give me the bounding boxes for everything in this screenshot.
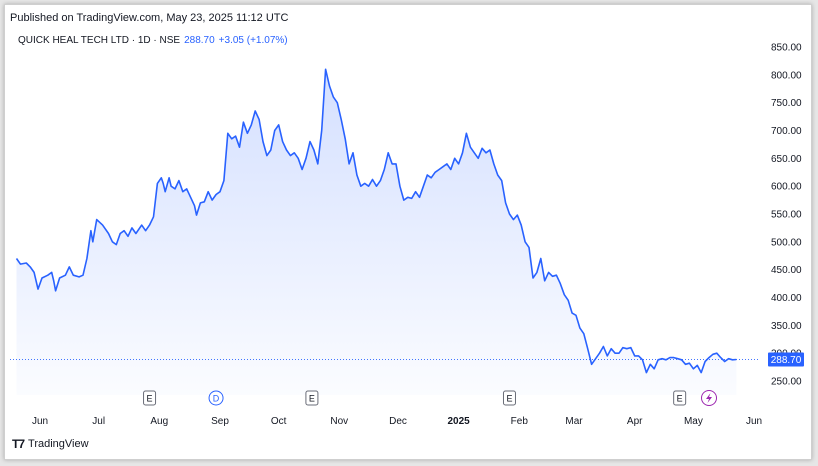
svg-text:E: E — [506, 394, 512, 404]
symbol-last-price: 288.70 — [184, 35, 215, 46]
lightning-event-icon[interactable] — [701, 390, 718, 406]
svg-text:E: E — [309, 394, 315, 404]
svg-text:E: E — [677, 394, 683, 404]
x-tick-label: May — [684, 416, 703, 427]
x-tick-label: Oct — [271, 416, 287, 427]
price-line — [15, 68, 737, 374]
x-tick-label: Sep — [211, 416, 229, 427]
y-tick-label: 250.00 — [771, 377, 802, 388]
symbol-header: QUICK HEAL TECH LTD · 1D · NSE 288.70 +3.0… — [18, 35, 288, 46]
price-area-fill — [16, 69, 737, 396]
svg-text:E: E — [147, 394, 153, 404]
last-price-badge-text: 288.70 — [771, 355, 802, 366]
price-area — [16, 69, 737, 396]
tradingview-logo-icon: T7 — [12, 437, 25, 451]
x-tick-label: Jun — [32, 416, 48, 427]
price-series-line — [15, 68, 737, 374]
x-tick-label: Aug — [150, 416, 168, 427]
tradingview-logo[interactable]: T7 TradingView — [12, 437, 89, 451]
y-tick-label: 600.00 — [771, 182, 802, 193]
last-price-badge: 288.70 — [768, 352, 804, 367]
x-tick-label: Jul — [92, 416, 105, 427]
publish-info: Published on TradingView.com, May 23, 20… — [10, 12, 289, 24]
earnings-event-marker[interactable]: E — [143, 390, 157, 406]
earnings-event-marker[interactable]: E — [305, 390, 319, 406]
y-tick-label: 550.00 — [771, 210, 802, 221]
y-tick-label: 850.00 — [771, 43, 802, 54]
earnings-event-marker[interactable]: E — [673, 390, 687, 406]
y-axis: 850.00 800.00 750.00 700.00 650.00 600.00 550.… — [771, 43, 802, 388]
tradingview-wordmark: TradingView — [28, 438, 89, 450]
x-tick-label: Nov — [330, 416, 348, 427]
y-tick-label: 650.00 — [771, 154, 802, 165]
last-price-badge-bg — [768, 352, 804, 367]
earnings-event-marker[interactable]: E — [502, 390, 516, 406]
x-tick-label: Dec — [389, 416, 407, 427]
y-tick-label: 450.00 — [771, 265, 802, 276]
y-tick-label: 700.00 — [771, 126, 802, 137]
y-tick-label: 350.00 — [771, 321, 802, 332]
x-axis: Jun Jul Aug Sep Oct Nov Dec 2025 Feb Mar Apr May Jun — [32, 416, 762, 427]
y-tick-label: 800.00 — [771, 70, 802, 81]
x-tick-label: 2025 — [447, 416, 470, 427]
svg-text:D: D — [213, 394, 220, 404]
x-tick-label: Mar — [565, 416, 583, 427]
symbol-change: +3.05 (+1.07%) — [218, 35, 288, 46]
dividend-event-marker[interactable]: D — [208, 390, 224, 406]
x-tick-label: Apr — [627, 416, 643, 427]
x-tick-label: Jun — [746, 416, 762, 427]
x-tick-label: Feb — [511, 416, 529, 427]
y-tick-label: 500.00 — [771, 237, 802, 248]
y-tick-label: 750.00 — [771, 98, 802, 109]
y-tick-label: 400.00 — [771, 293, 802, 304]
symbol-name: QUICK HEAL TECH LTD · 1D · NSE — [18, 35, 181, 46]
